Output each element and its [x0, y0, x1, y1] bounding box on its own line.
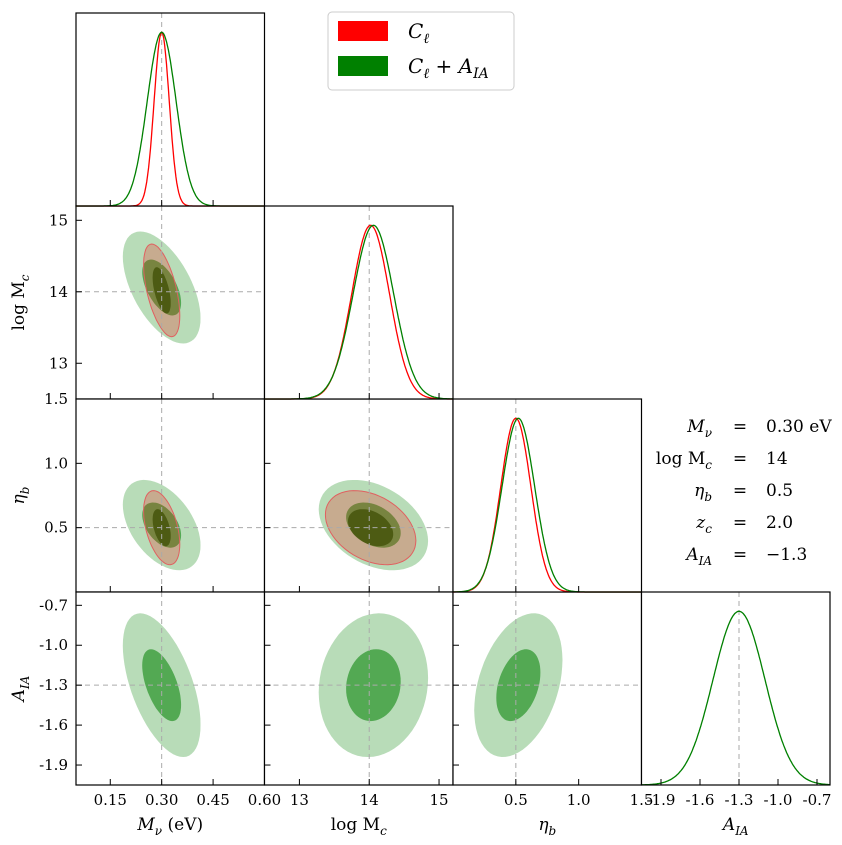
x-tick-label-logMc: 13	[290, 791, 309, 809]
panel-eta_b-vs-logMc	[263, 398, 454, 593]
fiducial-equals: =	[733, 513, 747, 533]
fiducial-param-name: zc	[695, 513, 712, 536]
panel-background	[641, 592, 830, 785]
x-tick-label-AIA: -1.0	[764, 791, 793, 809]
legend-swatch	[338, 56, 388, 76]
axis-unit: (eV)	[162, 815, 203, 835]
panel-AIA-vs-logMc	[263, 591, 454, 786]
fiducial-table: Mν = 0.30 eV log Mc = 14 ηb = 0.5 zc = 2.0 AIA = −1.3	[656, 417, 832, 568]
axis-subscript: IA	[734, 824, 749, 838]
y-tick-label-AIA: -1.0	[39, 636, 68, 654]
x-tick-label-logMc: 14	[360, 791, 379, 809]
panel-AIA-vs-Mnu	[75, 591, 266, 786]
panel-AIA-vs-eta_b	[452, 591, 643, 786]
panel-frame	[263, 205, 454, 400]
fiducial-param-name: log Mc	[656, 449, 712, 472]
fiducial-equals: =	[733, 545, 747, 565]
y-tick-label-AIA: -1.6	[39, 716, 68, 734]
fiducial-value: 14	[766, 449, 788, 469]
fiducial-value: 2.0	[766, 513, 793, 533]
x-tick-label-eta_b: 0.5	[504, 791, 528, 809]
axis-subscript: c	[18, 274, 32, 281]
panel-frame	[452, 398, 643, 593]
y-tick-label-logMc: 13	[49, 354, 68, 372]
y-axis-title-AIA: AIA	[9, 675, 32, 703]
axis-subscript: IA	[18, 675, 32, 690]
axis-subscript: b	[18, 487, 32, 495]
axis-symbol: log M	[331, 815, 380, 835]
fiducial-value: −1.3	[766, 545, 807, 565]
y-tick-label-logMc: 15	[49, 211, 68, 229]
x-tick-label-eta_b: 1.5	[630, 791, 654, 809]
x-tick-label-Mnu: 0.60	[248, 791, 281, 809]
panel-background	[453, 592, 642, 785]
legend-label: Cℓ + AIA	[408, 54, 489, 82]
legend: Cℓ Cℓ + AIA	[327, 11, 515, 91]
y-tick-label-AIA: -1.9	[39, 756, 68, 774]
fiducial-equals: =	[733, 449, 747, 469]
panel-background	[264, 206, 453, 399]
y-tick-label-AIA: -1.3	[39, 676, 68, 694]
panel-eta_b-vs-Mnu	[75, 398, 266, 593]
fiducial-value: 0.5	[766, 481, 793, 501]
x-tick-label-AIA: -1.9	[647, 791, 676, 809]
marginal-logMc	[263, 205, 454, 400]
x-tick-label-logMc: 15	[429, 791, 448, 809]
y-tick-label-AIA: -0.7	[39, 596, 68, 614]
axis-symbol: A	[721, 815, 735, 835]
x-tick-label-Mnu: 0.45	[196, 791, 229, 809]
axis-subscript: b	[549, 824, 557, 838]
contours	[318, 480, 429, 571]
x-axis-title-AIA: AIA	[721, 815, 749, 838]
fiducial-param-name: AIA	[684, 545, 712, 568]
y-tick-label-logMc: 14	[49, 283, 68, 301]
y-axis-title-eta_b: ηb	[9, 487, 32, 505]
fiducial-value: 0.30 eV	[766, 417, 832, 437]
x-tick-label-Mnu: 0.30	[145, 791, 178, 809]
axis-symbol: A	[9, 689, 29, 703]
marginal-AIA	[640, 591, 831, 786]
x-tick-label-eta_b: 1.0	[567, 791, 591, 809]
fiducial-equals: =	[733, 481, 747, 501]
legend-label: Cℓ	[408, 19, 429, 47]
axis-subscript: ν	[155, 824, 162, 838]
fiducial-equals: =	[733, 417, 747, 437]
axis-symbol: log M	[9, 281, 29, 330]
y-tick-label-eta_b: 0.5	[44, 519, 68, 537]
marginal-curve-cl-aia	[641, 610, 830, 786]
marginal-Mnu	[75, 12, 266, 207]
x-axis-title-logMc: log Mc	[331, 815, 387, 838]
x-tick-label-AIA: -1.6	[686, 791, 715, 809]
axis-symbol: η	[538, 815, 549, 835]
panel-frame	[640, 591, 831, 786]
y-tick-label-eta_b: 1.0	[44, 454, 68, 472]
x-axis-title-eta_b: ηb	[538, 815, 556, 838]
x-tick-label-AIA: -0.7	[803, 791, 832, 809]
fiducial-param-name: ηb	[694, 481, 712, 504]
contour-cl-1sigma	[348, 509, 394, 547]
axis-symbol: η	[9, 493, 29, 504]
x-axis-title-Mnu: Mν (eV)	[136, 815, 203, 838]
axis-subscript: c	[380, 824, 387, 838]
legend-swatch	[338, 21, 388, 41]
panel-background	[264, 399, 453, 592]
x-tick-label-AIA: -1.3	[725, 791, 754, 809]
panel-background	[76, 399, 265, 592]
panel-frame	[75, 12, 266, 207]
x-tick-label-Mnu: 0.15	[94, 791, 127, 809]
panel-background	[453, 399, 642, 592]
y-tick-label-eta_b: 1.5	[44, 390, 68, 408]
y-axis-title-logMc: log Mc	[9, 274, 32, 330]
panel-logMc-vs-Mnu	[75, 205, 266, 400]
fiducial-param-name: Mν	[686, 417, 712, 440]
ticks	[76, 200, 818, 785]
axis-symbol: M	[136, 815, 155, 835]
marginal-eta_b	[452, 398, 643, 593]
